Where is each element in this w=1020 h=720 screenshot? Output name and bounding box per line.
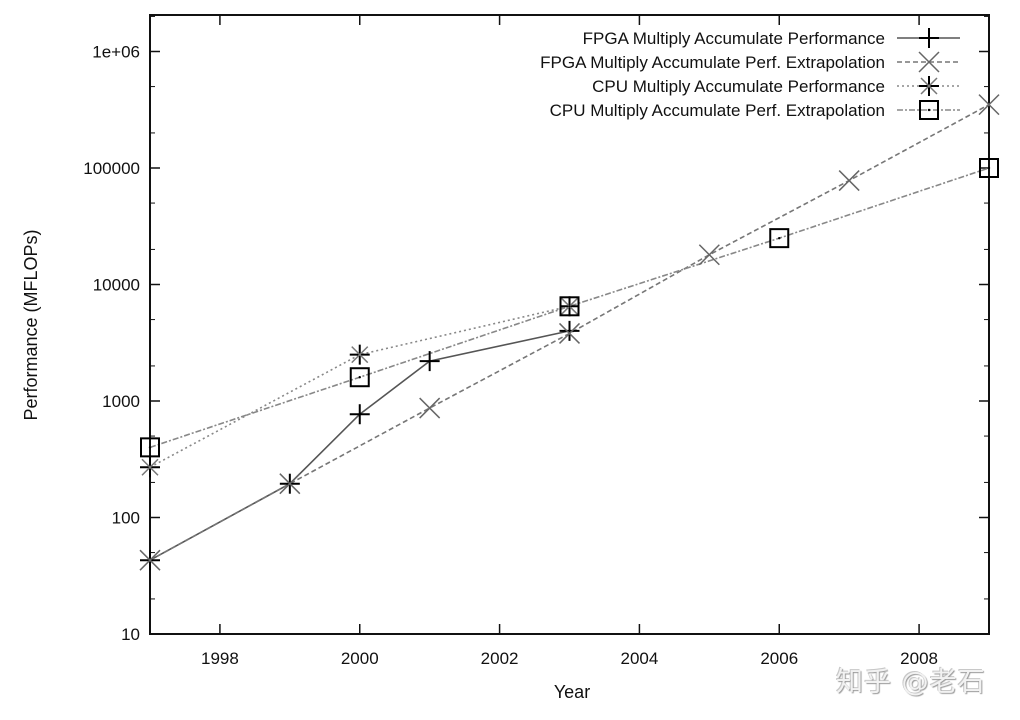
x-tick-label: 2002 [481, 649, 519, 668]
series-markers-1 [139, 94, 1000, 571]
legend-label: CPU Multiply Accumulate Performance [592, 77, 885, 96]
y-tick-label: 10000 [93, 276, 140, 295]
x-tick-label: 2008 [900, 649, 938, 668]
legend-label: CPU Multiply Accumulate Perf. Extrapolat… [550, 101, 885, 120]
series-layer [139, 94, 1000, 571]
series-0 [149, 330, 570, 561]
y-axis-label: Performance (MFLOPs) [21, 229, 41, 420]
plot-frame [149, 14, 990, 635]
y-tick-label: 100000 [83, 159, 140, 178]
y-tick-label: 100 [112, 509, 140, 528]
x-tick-label: 2004 [621, 649, 659, 668]
y-tick-label: 10 [121, 625, 140, 644]
y-tick-label: 1e+06 [92, 43, 140, 62]
legend-label: FPGA Multiply Accumulate Perf. Extrapola… [540, 53, 885, 72]
y-axis: 10 100 1000 10000 100000 1e+06 [83, 15, 989, 644]
y-tick-label: 1000 [102, 392, 140, 411]
x-tick-label: 2000 [341, 649, 379, 668]
watermark: 知乎 @老石 [836, 667, 986, 698]
legend: FPGA Multiply Accumulate Performance FPGA… [540, 28, 960, 120]
legend-label: FPGA Multiply Accumulate Performance [583, 29, 885, 48]
series-markers-3 [140, 158, 999, 458]
series-2 [149, 305, 570, 468]
x-axis-label: Year [554, 682, 590, 702]
x-tick-label: 1998 [201, 649, 239, 668]
x-axis: 1998 2000 2002 2004 2006 2008 [201, 15, 938, 668]
x-tick-label: 2006 [760, 649, 798, 668]
series-3 [149, 167, 990, 449]
